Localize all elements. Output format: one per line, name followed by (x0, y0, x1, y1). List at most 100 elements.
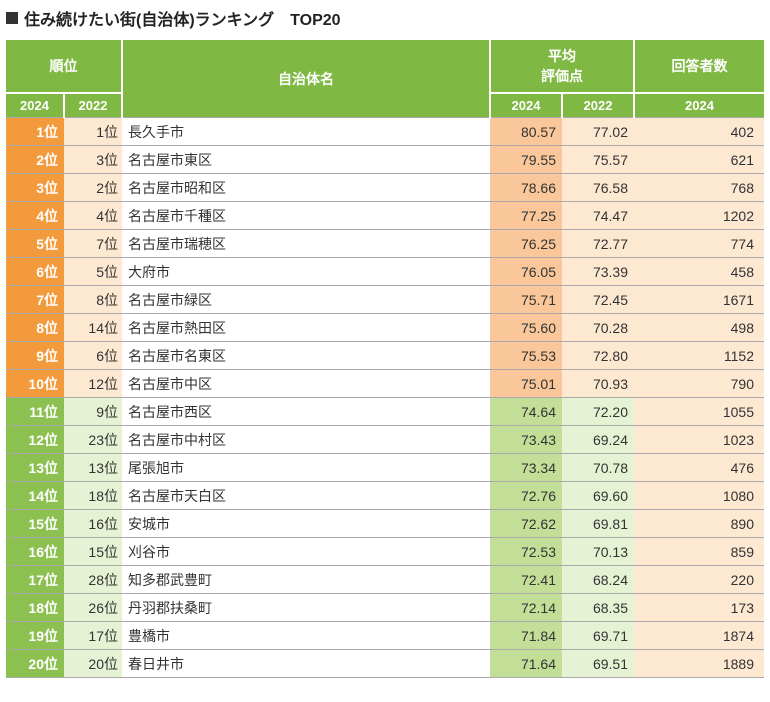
cell-score-2024: 75.01 (490, 370, 562, 398)
cell-rank-2022: 14位 (64, 314, 122, 342)
cell-respondents: 1080 (634, 482, 764, 510)
cell-rank-2022: 16位 (64, 510, 122, 538)
cell-rank-2022: 5位 (64, 258, 122, 286)
cell-score-2022: 69.71 (562, 622, 634, 650)
table-row: 16位15位刈谷市72.5370.13859 (6, 538, 764, 566)
cell-score-2022: 74.47 (562, 202, 634, 230)
title-bullet-icon (6, 12, 18, 24)
cell-name: 名古屋市中区 (122, 370, 490, 398)
cell-rank-2022: 7位 (64, 230, 122, 258)
cell-rank-2022: 17位 (64, 622, 122, 650)
cell-rank-2022: 18位 (64, 482, 122, 510)
cell-respondents: 768 (634, 174, 764, 202)
cell-name: 知多郡武豊町 (122, 566, 490, 594)
cell-respondents: 790 (634, 370, 764, 398)
cell-rank-2024: 1位 (6, 118, 64, 146)
cell-name: 丹羽郡扶桑町 (122, 594, 490, 622)
cell-name: 名古屋市西区 (122, 398, 490, 426)
cell-respondents: 498 (634, 314, 764, 342)
cell-score-2022: 72.20 (562, 398, 634, 426)
cell-name: 名古屋市瑞穂区 (122, 230, 490, 258)
table-row: 20位20位春日井市71.6469.511889 (6, 650, 764, 678)
table-row: 18位26位丹羽郡扶桑町72.1468.35173 (6, 594, 764, 622)
table-row: 2位3位名古屋市東区79.5575.57621 (6, 146, 764, 174)
cell-rank-2022: 26位 (64, 594, 122, 622)
cell-rank-2024: 14位 (6, 482, 64, 510)
cell-rank-2024: 11位 (6, 398, 64, 426)
table-row: 4位4位名古屋市千種区77.2574.471202 (6, 202, 764, 230)
cell-respondents: 1671 (634, 286, 764, 314)
cell-score-2024: 77.25 (490, 202, 562, 230)
hdr-rank-2022: 2022 (64, 93, 122, 118)
hdr-rank: 順位 (6, 40, 122, 93)
cell-rank-2024: 13位 (6, 454, 64, 482)
cell-score-2022: 70.13 (562, 538, 634, 566)
cell-score-2022: 68.35 (562, 594, 634, 622)
table-row: 10位12位名古屋市中区75.0170.93790 (6, 370, 764, 398)
cell-respondents: 1152 (634, 342, 764, 370)
cell-name: 名古屋市昭和区 (122, 174, 490, 202)
cell-score-2022: 69.81 (562, 510, 634, 538)
cell-name: 春日井市 (122, 650, 490, 678)
cell-score-2024: 76.25 (490, 230, 562, 258)
cell-respondents: 859 (634, 538, 764, 566)
cell-score-2024: 75.71 (490, 286, 562, 314)
cell-rank-2024: 18位 (6, 594, 64, 622)
cell-rank-2024: 10位 (6, 370, 64, 398)
cell-name: 名古屋市中村区 (122, 426, 490, 454)
table-row: 13位13位尾張旭市73.3470.78476 (6, 454, 764, 482)
cell-score-2022: 72.45 (562, 286, 634, 314)
cell-score-2024: 72.41 (490, 566, 562, 594)
cell-score-2024: 76.05 (490, 258, 562, 286)
hdr-score: 平均評価点 (490, 40, 634, 93)
cell-respondents: 1202 (634, 202, 764, 230)
cell-score-2022: 69.24 (562, 426, 634, 454)
cell-score-2024: 74.64 (490, 398, 562, 426)
cell-score-2022: 75.57 (562, 146, 634, 174)
cell-rank-2022: 3位 (64, 146, 122, 174)
cell-respondents: 1874 (634, 622, 764, 650)
cell-respondents: 1889 (634, 650, 764, 678)
cell-score-2022: 73.39 (562, 258, 634, 286)
cell-rank-2024: 8位 (6, 314, 64, 342)
cell-rank-2024: 5位 (6, 230, 64, 258)
cell-score-2022: 70.78 (562, 454, 634, 482)
table-row: 1位1位長久手市80.5777.02402 (6, 118, 764, 146)
hdr-resp: 回答者数 (634, 40, 764, 93)
cell-score-2024: 71.84 (490, 622, 562, 650)
cell-name: 名古屋市熱田区 (122, 314, 490, 342)
cell-rank-2024: 16位 (6, 538, 64, 566)
cell-rank-2024: 19位 (6, 622, 64, 650)
table-row: 11位9位名古屋市西区74.6472.201055 (6, 398, 764, 426)
cell-score-2024: 72.53 (490, 538, 562, 566)
cell-score-2024: 71.64 (490, 650, 562, 678)
cell-rank-2022: 4位 (64, 202, 122, 230)
cell-score-2022: 68.24 (562, 566, 634, 594)
cell-rank-2024: 9位 (6, 342, 64, 370)
cell-name: 豊橋市 (122, 622, 490, 650)
cell-rank-2022: 13位 (64, 454, 122, 482)
table-row: 8位14位名古屋市熱田区75.6070.28498 (6, 314, 764, 342)
hdr-resp-2024: 2024 (634, 93, 764, 118)
cell-score-2022: 70.93 (562, 370, 634, 398)
cell-score-2024: 75.53 (490, 342, 562, 370)
cell-rank-2022: 15位 (64, 538, 122, 566)
cell-name: 名古屋市名東区 (122, 342, 490, 370)
cell-rank-2022: 8位 (64, 286, 122, 314)
cell-respondents: 458 (634, 258, 764, 286)
cell-name: 大府市 (122, 258, 490, 286)
cell-rank-2022: 20位 (64, 650, 122, 678)
ranking-table: 順位 自治体名 平均評価点 回答者数 2024 2022 2024 2022 2… (6, 40, 764, 678)
cell-score-2022: 76.58 (562, 174, 634, 202)
cell-rank-2022: 12位 (64, 370, 122, 398)
cell-respondents: 621 (634, 146, 764, 174)
table-row: 5位7位名古屋市瑞穂区76.2572.77774 (6, 230, 764, 258)
cell-respondents: 774 (634, 230, 764, 258)
cell-score-2022: 70.28 (562, 314, 634, 342)
cell-name: 尾張旭市 (122, 454, 490, 482)
cell-name: 長久手市 (122, 118, 490, 146)
cell-rank-2022: 1位 (64, 118, 122, 146)
cell-respondents: 402 (634, 118, 764, 146)
cell-name: 名古屋市天白区 (122, 482, 490, 510)
hdr-score-2022: 2022 (562, 93, 634, 118)
